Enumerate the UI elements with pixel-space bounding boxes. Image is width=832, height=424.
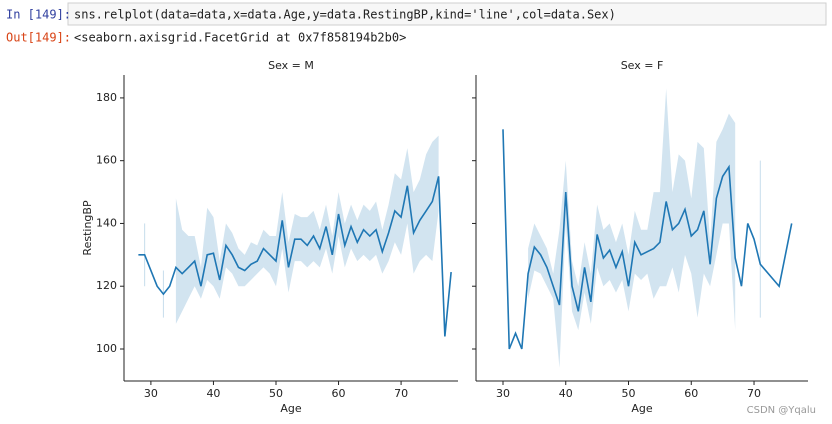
input-area[interactable] xyxy=(67,2,827,26)
code: sns.relplot(data=data,x=data.Age,y=data.… xyxy=(74,8,616,22)
x-tick-label: 40 xyxy=(559,387,573,400)
x-axis-label: Age xyxy=(280,402,302,415)
y-tick-label: 120 xyxy=(96,279,117,292)
x-tick-label: 50 xyxy=(269,387,283,400)
ci-band xyxy=(528,88,736,368)
y-tick-label: 140 xyxy=(96,216,117,229)
y-tick-label: 100 xyxy=(96,342,117,355)
chart-title: Sex = M xyxy=(268,59,314,72)
chart-title: Sex = F xyxy=(621,59,664,72)
x-tick-label: 50 xyxy=(622,387,636,400)
prompt-out: Out[149]: xyxy=(6,31,71,45)
y-tick-label: 180 xyxy=(96,91,117,104)
x-tick-label: 60 xyxy=(684,387,698,400)
y-axis-label: RestingBP xyxy=(81,200,94,256)
x-tick-label: 70 xyxy=(747,387,761,400)
x-tick-label: 70 xyxy=(394,387,408,400)
y-tick-label: 160 xyxy=(96,154,117,167)
x-tick-label: 30 xyxy=(496,387,510,400)
ci-band xyxy=(175,135,439,324)
line xyxy=(138,176,452,337)
watermark: CSDN @Yqalu xyxy=(747,405,816,416)
x-tick-label: 60 xyxy=(332,387,346,400)
output: <seaborn.axisgrid.FacetGrid at 0x7f85819… xyxy=(74,31,406,45)
x-tick-label: 30 xyxy=(144,387,158,400)
x-tick-label: 40 xyxy=(206,387,220,400)
prompt-in: In [149]: xyxy=(6,8,71,22)
x-axis-label: Age xyxy=(631,402,653,415)
line xyxy=(502,129,793,350)
